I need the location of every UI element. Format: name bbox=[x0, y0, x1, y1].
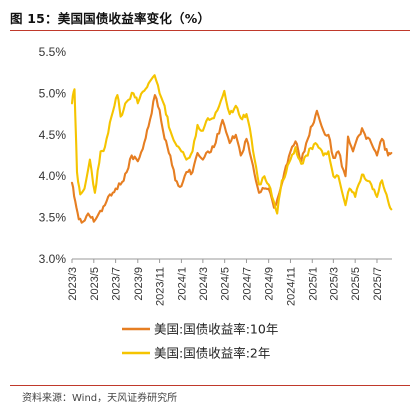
x-tick-label: 2025/7 bbox=[372, 267, 384, 301]
x-tick-label: 2023/11 bbox=[155, 267, 167, 306]
y-axis: 3.0% 3.5% 4.0% 4.5% 5.0% 5.5% bbox=[39, 45, 67, 266]
x-tick-label: 2024/1 bbox=[176, 267, 188, 301]
source-divider bbox=[10, 385, 410, 386]
x-tick-label: 2025/5 bbox=[350, 267, 362, 301]
x-axis: 2023/3 2023/5 2023/7 2023/9 2023/11 2024/1 202… bbox=[67, 258, 392, 306]
x-tick-label: 2023/5 bbox=[89, 267, 101, 301]
x-tick-label: 2024/3 bbox=[198, 267, 210, 301]
y-tick-label: 5.5% bbox=[39, 45, 67, 59]
x-tick-label: 2023/7 bbox=[111, 267, 123, 301]
y-tick-label: 5.0% bbox=[39, 86, 67, 100]
y-tick-label: 3.0% bbox=[39, 252, 67, 266]
x-tick-label: 2023/9 bbox=[133, 267, 145, 301]
series-line-2y bbox=[70, 74, 393, 215]
x-tick-label: 2024/5 bbox=[220, 267, 232, 301]
x-tick-label: 2025/3 bbox=[328, 267, 340, 301]
source-note: 资料来源：Wind，天风证券研究所 bbox=[22, 393, 178, 404]
title-divider bbox=[10, 30, 410, 31]
y-tick-label: 4.5% bbox=[39, 128, 67, 142]
series-line-10y bbox=[70, 94, 393, 224]
x-tick-label: 2025/1 bbox=[307, 267, 319, 301]
y-tick-label: 4.0% bbox=[39, 169, 67, 183]
series-layer bbox=[70, 74, 393, 224]
x-tick-label: 2023/3 bbox=[67, 267, 79, 301]
x-tick-label: 2024/9 bbox=[264, 267, 276, 301]
chart-title: 图 15：美国国债收益率变化（%） bbox=[10, 11, 211, 26]
legend-label: 美国:国债收益率:10年 bbox=[154, 322, 278, 337]
legend-label: 美国:国债收益率:2年 bbox=[154, 346, 270, 361]
x-tick-label: 2024/7 bbox=[241, 267, 253, 301]
y-tick-label: 3.5% bbox=[39, 211, 67, 225]
x-tick-label: 2024/11 bbox=[285, 267, 297, 306]
